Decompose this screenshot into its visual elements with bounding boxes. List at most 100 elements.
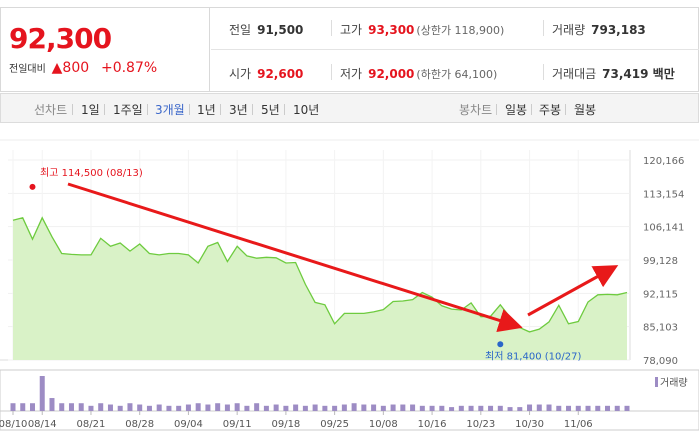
max-annotation: 최고 114,500 (08/13)	[40, 167, 143, 179]
volume-bar	[332, 405, 338, 411]
volume-bar	[497, 405, 503, 411]
volume-bar	[283, 405, 289, 411]
separator	[147, 104, 148, 115]
separator	[543, 64, 544, 80]
separator	[189, 104, 190, 115]
x-tick-label: 10/16	[418, 419, 447, 430]
price-line	[12, 216, 628, 333]
volume-bar	[585, 405, 591, 411]
tab-1y[interactable]: 1년	[197, 103, 216, 117]
separator	[104, 104, 105, 115]
low: 저가 92,000 (하한가 64,100)	[340, 65, 497, 82]
x-tick-label: 10/23	[466, 419, 495, 430]
volume-bar	[244, 405, 250, 411]
volume-bar	[176, 405, 182, 411]
amount-value: 73,419 백만	[602, 67, 675, 81]
y-axis-ticks: 120,166 113,154 106,141 99,128 92,115 85,103 7…	[643, 156, 684, 367]
volume-bar	[146, 405, 152, 411]
volume-bar	[137, 404, 143, 411]
max-marker	[29, 183, 36, 190]
volume-bar	[205, 404, 211, 411]
volume-legend-swatch	[655, 377, 658, 387]
chart-tabs: 선차트 1일 1주일 3개월 1년 3년 5년 10년 봉차트 일봉 주봉 월봉	[0, 93, 699, 123]
tab-daily[interactable]: 일봉	[505, 103, 528, 117]
tab-3y[interactable]: 3년	[229, 103, 248, 117]
separator	[496, 104, 497, 115]
upper-limit: (상한가 118,900)	[416, 24, 505, 37]
volume-bar	[39, 376, 45, 411]
volume-bar	[263, 405, 269, 411]
row-divider	[211, 49, 699, 50]
x-tick-label: 08/21	[77, 419, 106, 430]
volume-bar	[29, 403, 35, 411]
volume-bar	[185, 404, 191, 411]
volume-bar	[546, 404, 552, 411]
volume-bar	[10, 403, 16, 411]
price-change: 전일대비 ▲800 +0.87%	[9, 60, 157, 76]
volume-bar	[361, 404, 367, 411]
volume-bar	[449, 407, 455, 411]
x-tick-label: 11/06	[564, 419, 593, 430]
x-tick-label: 09/18	[271, 419, 300, 430]
volume-bar	[254, 403, 260, 411]
tab-1w[interactable]: 1주일	[113, 103, 143, 117]
tab-monthly[interactable]: 월봉	[574, 103, 597, 117]
volume-bar	[88, 405, 94, 411]
tab-1d[interactable]: 1일	[81, 103, 100, 117]
volume-bar	[400, 404, 406, 411]
lower-limit: (하한가 64,100)	[416, 68, 498, 81]
high: 고가 93,300 (상한가 118,900)	[340, 21, 504, 38]
volume-bar	[351, 403, 357, 411]
downtrend-arrow	[67, 182, 523, 333]
trade-amount: 거래대금 73,419 백만	[552, 65, 675, 82]
tab-10y[interactable]: 10년	[293, 103, 320, 117]
volume-bar	[439, 405, 445, 411]
y-tick-label: 106,141	[643, 223, 684, 234]
separator	[220, 104, 221, 115]
tab-weekly[interactable]: 주봉	[539, 103, 562, 117]
separator	[284, 104, 285, 115]
amount-label: 거래대금	[552, 67, 597, 81]
annotations: 최고 114,500 (08/13) 최저 81,400 (10/27)	[29, 167, 581, 362]
open-value: 92,600	[257, 67, 304, 81]
y-tick-label: 78,090	[643, 356, 678, 367]
uptrend-arrow	[527, 265, 619, 317]
volume-bar	[215, 403, 221, 411]
volume-bar	[566, 405, 572, 411]
volume-bar	[390, 404, 396, 411]
volume-bar	[478, 405, 484, 411]
y-tick-label: 85,103	[643, 323, 678, 334]
open-label: 시가	[229, 67, 252, 81]
tab-3m[interactable]: 3개월	[155, 103, 185, 117]
line-chart-label: 선차트	[34, 103, 68, 117]
volume-bars: 거래량	[10, 376, 688, 411]
volume-bar	[614, 405, 620, 411]
volume-bar	[527, 404, 533, 411]
volume-bar	[49, 398, 55, 411]
volume-bar	[59, 403, 65, 411]
volume-bar	[312, 404, 318, 411]
volume-bar	[78, 403, 84, 411]
open: 시가 92,600	[229, 65, 303, 82]
volume-value: 793,183	[591, 23, 646, 37]
volume-bar	[458, 405, 464, 411]
separator	[531, 104, 532, 115]
y-tick-label: 92,115	[643, 289, 678, 300]
volume-bar	[117, 405, 123, 411]
candle-chart-label: 봉차트	[459, 103, 493, 117]
low-value: 92,000	[368, 67, 415, 81]
volume-bar	[507, 407, 513, 411]
price-chart: 120,166 113,154 106,141 99,128 92,115 85,103 7…	[0, 139, 699, 431]
volume-bar	[575, 405, 581, 411]
volume-bar	[20, 403, 26, 411]
volume-bar	[224, 404, 230, 411]
volume-bar	[98, 403, 104, 411]
volume-bar	[410, 404, 416, 411]
volume-bar	[371, 404, 377, 411]
volume: 거래량 793,183	[552, 21, 646, 38]
volume-bar	[293, 404, 299, 411]
tab-5y[interactable]: 5년	[261, 103, 280, 117]
volume-bar	[302, 405, 308, 411]
min-marker	[497, 341, 504, 348]
volume-frame	[0, 369, 699, 431]
